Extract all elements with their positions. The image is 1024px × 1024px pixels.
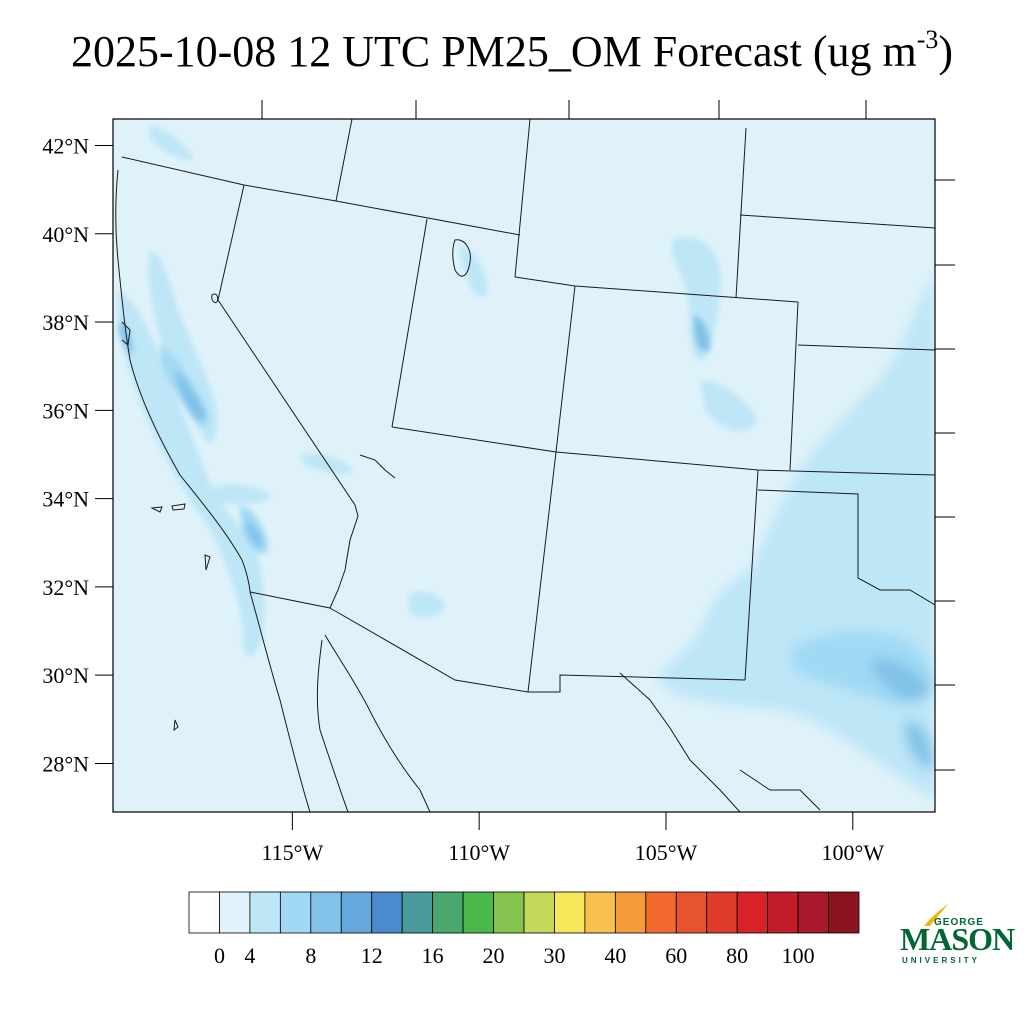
- lat-tick-label: 34°N: [42, 487, 89, 512]
- wyoming-east: [735, 127, 747, 299]
- logo-george: GEORGE: [934, 917, 984, 928]
- colorbar-swatch: [797, 891, 829, 934]
- lake-tahoe: [211, 293, 219, 303]
- lon-tick-label: 115°W: [261, 840, 323, 865]
- great-salt-lake: [452, 239, 471, 277]
- baja-east-coast: [316, 639, 349, 812]
- longitude-axis: 115°W 110°W 105°W 100°W: [261, 812, 884, 865]
- channel-island-1: [171, 503, 186, 511]
- lat-tick-label: 38°N: [42, 310, 89, 335]
- texas-big-bend: [739, 769, 821, 811]
- colorbar-label: 80: [726, 943, 748, 968]
- colorbar-swatch: [401, 891, 434, 934]
- colorbar-swatch: [340, 891, 373, 934]
- map-frame: [112, 118, 936, 813]
- nm-az-border: [527, 451, 557, 693]
- colorbar-swatch: [767, 891, 799, 934]
- lat-tick-label: 32°N: [42, 575, 89, 600]
- colorbar-swatch: [554, 891, 586, 934]
- lat-tick-label: 42°N: [42, 133, 89, 158]
- colorbar-label: 60: [665, 943, 687, 968]
- california-coast: [115, 169, 251, 593]
- logo-swoosh-icon: [924, 904, 948, 926]
- sd-border: [739, 214, 935, 229]
- colorbar-swatch: [645, 891, 677, 934]
- california-nevada-border: [217, 184, 359, 517]
- colorbar-labels: 0 4 8 12 16 20 30 40 60 80 100: [214, 943, 815, 968]
- university-logo: GEORGE MASON UNIVERSITY: [896, 900, 1015, 970]
- colorbar-swatch: [675, 891, 708, 934]
- lat-tick-label: 40°N: [42, 222, 89, 247]
- lat-tick-label: 36°N: [42, 398, 89, 423]
- colorbar-swatch: [736, 891, 769, 934]
- colorbar-label: 100: [782, 943, 815, 968]
- lat-tick-label: 30°N: [42, 663, 89, 688]
- colorbar-label: 12: [361, 943, 383, 968]
- logo-university: UNIVERSITY: [902, 956, 981, 965]
- latitude-axis: 42°N 40°N 38°N 36°N 34°N 32°N 30°N 28°N: [42, 133, 113, 776]
- colorbar-swatch: [310, 891, 342, 934]
- colorbar-label: 30: [543, 943, 565, 968]
- channel-island-3: [204, 554, 211, 571]
- colorbar-swatch: [371, 891, 403, 934]
- colorbar-swatch: [614, 891, 647, 934]
- colorbar-swatch: [462, 891, 494, 934]
- lon-tick-label: 105°W: [635, 840, 698, 865]
- co-ks-border: [789, 301, 799, 471]
- lat-tick-label: 28°N: [42, 751, 89, 776]
- colorbar-label: 16: [422, 943, 444, 968]
- az-south: [329, 607, 746, 693]
- wyoming-west: [514, 119, 531, 278]
- channel-island-2: [150, 506, 163, 513]
- logo-mason: MASON: [900, 921, 1015, 957]
- ok-panhandle: [757, 489, 935, 606]
- colorbar-swatch: [279, 891, 312, 934]
- colorbar-swatch: [706, 891, 738, 934]
- colorbar-label: 0: [214, 943, 225, 968]
- colorbar-swatch: [493, 891, 525, 934]
- colorbar-swatch: [188, 891, 220, 934]
- concentration-shading: [118, 125, 935, 800]
- lon-tick-label: 100°W: [822, 840, 885, 865]
- id-wy-border: [335, 119, 353, 202]
- colorbar-swatch: [249, 891, 281, 934]
- title-close: ): [938, 27, 954, 76]
- mexico-mainland-coast: [324, 634, 431, 812]
- lon-tick-label: 110°W: [448, 840, 510, 865]
- nm-tx-border: [744, 469, 759, 681]
- colorbar-swatch: [219, 891, 251, 934]
- right-edge-ticks: [935, 179, 955, 771]
- plains-texas-plume: [658, 275, 935, 800]
- title-text: 2025-10-08 12 UTC PM25_OM Forecast (ug m: [70, 27, 917, 76]
- colorbar-swatch: [584, 891, 616, 934]
- co-ut-border: [555, 285, 576, 453]
- sf-bay: [121, 321, 131, 346]
- or-id-border: [121, 156, 521, 236]
- baja-west-coast: [249, 591, 311, 812]
- colorbar-label: 40: [604, 943, 626, 968]
- ne-ks-border: [797, 344, 935, 351]
- california-pollution-plume: [118, 125, 272, 657]
- colorbar: [188, 891, 860, 934]
- colorbar-swatch: [432, 891, 464, 934]
- az-north: [391, 426, 935, 476]
- colorado-plume: [672, 237, 758, 431]
- title-unit-exponent: -3: [916, 25, 939, 54]
- top-edge-ticks: [261, 100, 867, 119]
- ca-az-border: [249, 515, 359, 609]
- lake-mead: [359, 454, 396, 479]
- texas-rio-grande: [619, 672, 741, 812]
- colorbar-label: 20: [483, 943, 505, 968]
- colorbar-label: 8: [305, 943, 316, 968]
- colorbar-swatch: [828, 891, 860, 934]
- figure-title: 2025-10-08 12 UTC PM25_OM Forecast (ug m…: [0, 22, 1024, 82]
- cedros-island: [173, 719, 179, 732]
- boundaries: [115, 119, 935, 812]
- colorbar-swatch: [523, 891, 555, 934]
- colorbar-label: 4: [244, 943, 255, 968]
- ut-border: [391, 218, 428, 428]
